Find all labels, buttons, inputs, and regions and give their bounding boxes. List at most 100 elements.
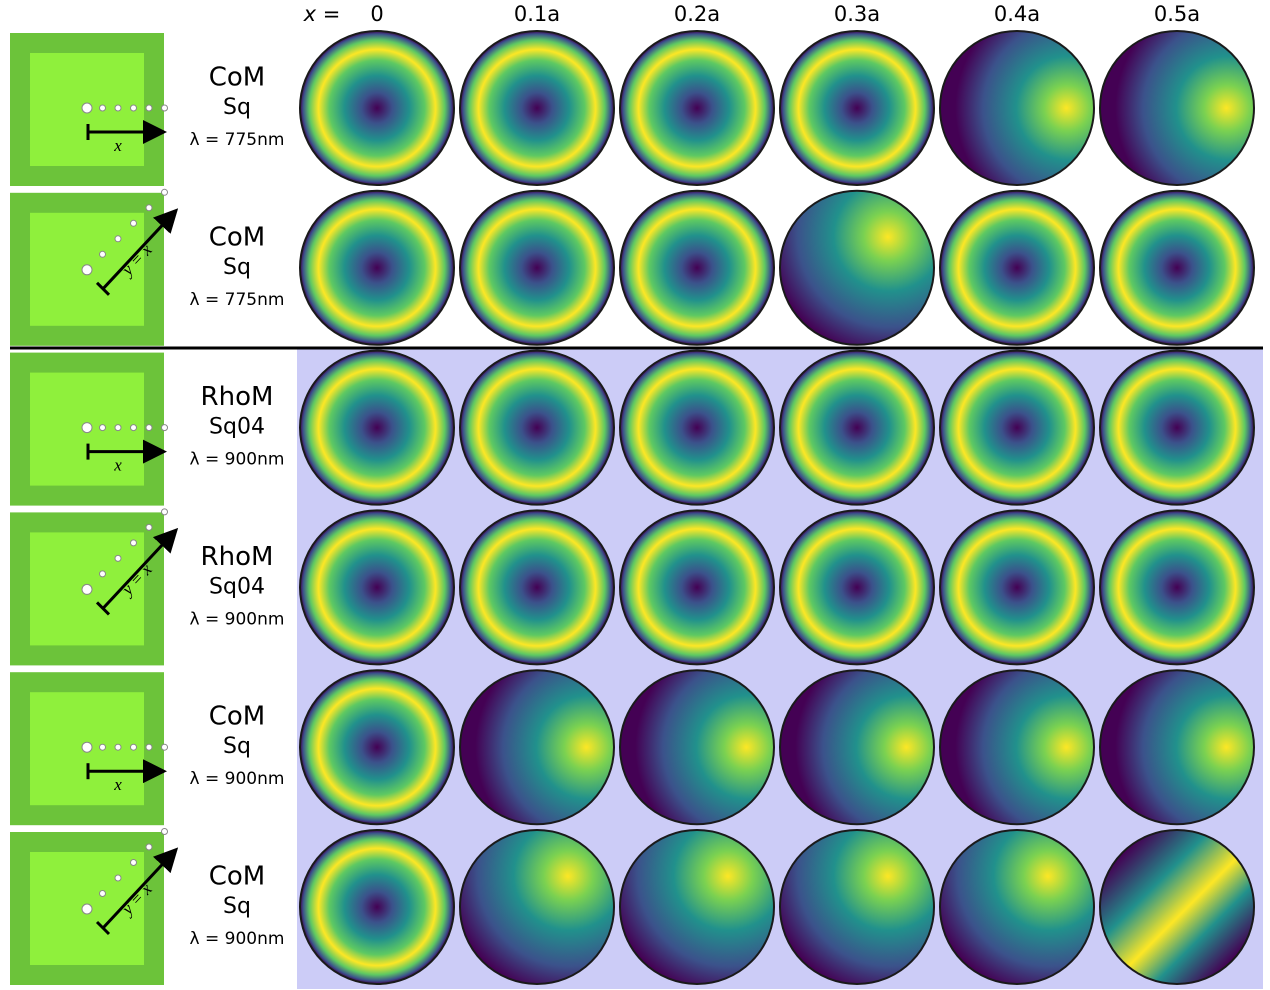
icon-atom bbox=[81, 422, 93, 434]
icon-dot bbox=[161, 188, 168, 196]
icon-dot bbox=[145, 204, 153, 212]
icon-dot bbox=[99, 743, 106, 751]
column-label: 0.1a bbox=[514, 2, 560, 26]
field-map bbox=[619, 349, 775, 506]
field-map bbox=[779, 509, 935, 666]
row-name: CoM bbox=[209, 63, 266, 93]
field-map bbox=[1099, 509, 1255, 666]
column-label: 0 bbox=[370, 2, 383, 26]
highlight-panel bbox=[297, 348, 1263, 989]
field-map bbox=[939, 30, 1095, 186]
icon-atom bbox=[81, 264, 93, 276]
icon-arrow bbox=[101, 208, 179, 290]
icon-atom bbox=[81, 903, 93, 915]
icon-dot bbox=[161, 828, 168, 835]
row-lattice: Sq bbox=[223, 95, 251, 120]
icon-tick bbox=[95, 601, 111, 616]
icon-atom bbox=[81, 583, 93, 595]
field-map bbox=[459, 829, 615, 985]
field-map bbox=[779, 30, 935, 186]
field-map bbox=[1099, 189, 1255, 346]
icon-atom bbox=[81, 102, 93, 114]
field-map bbox=[459, 349, 615, 506]
column-label: 0.3a bbox=[834, 2, 880, 26]
field-map bbox=[619, 669, 775, 826]
row-lattice: Sq04 bbox=[209, 415, 265, 440]
icon-dot bbox=[130, 424, 137, 432]
row-name: CoM bbox=[209, 862, 266, 892]
icon-dot bbox=[161, 104, 168, 112]
icon-dot bbox=[114, 104, 122, 112]
row-wavelength: λ = 900nm bbox=[190, 450, 285, 470]
row-wavelength: λ = 900nm bbox=[190, 609, 285, 629]
field-map bbox=[939, 509, 1095, 666]
icon-dot bbox=[161, 743, 168, 751]
row-lattice: Sq bbox=[223, 255, 251, 280]
row-name: CoM bbox=[209, 222, 266, 252]
icon-label: x bbox=[113, 775, 122, 794]
icon-dot bbox=[114, 743, 122, 751]
icon-tick bbox=[95, 281, 111, 296]
row-wavelength: λ = 900nm bbox=[190, 769, 285, 789]
field-map bbox=[459, 669, 615, 826]
icon-dot bbox=[114, 554, 122, 562]
icon-dot bbox=[114, 874, 122, 882]
field-map bbox=[459, 30, 615, 186]
icon-dot bbox=[130, 859, 137, 866]
row-name: RhoM bbox=[201, 382, 274, 412]
field-map bbox=[459, 189, 615, 346]
icon-dot bbox=[145, 743, 153, 751]
field-map bbox=[299, 829, 455, 985]
icon-dot bbox=[145, 424, 153, 432]
row-lattice: Sq bbox=[223, 894, 251, 919]
icon-label: x bbox=[113, 456, 122, 475]
icon-dot bbox=[99, 424, 106, 432]
icon-dot bbox=[114, 424, 122, 432]
field-map bbox=[619, 829, 775, 985]
icon-dot bbox=[130, 743, 137, 751]
field-map bbox=[459, 509, 615, 666]
field-map bbox=[299, 349, 455, 506]
row-name: CoM bbox=[209, 702, 266, 732]
column-label: 0.2a bbox=[674, 2, 720, 26]
icon-dot bbox=[99, 570, 106, 578]
field-map bbox=[779, 829, 935, 985]
row-wavelength: λ = 775nm bbox=[190, 130, 285, 150]
column-label: 0.4a bbox=[994, 2, 1040, 26]
field-map bbox=[1099, 669, 1255, 826]
icon-dot bbox=[99, 104, 106, 112]
icon-dot bbox=[130, 219, 137, 227]
field-map bbox=[619, 30, 775, 186]
icon-atom bbox=[81, 741, 93, 753]
icon-dot bbox=[99, 250, 106, 258]
icon-dot bbox=[145, 104, 153, 112]
field-map bbox=[1099, 829, 1255, 985]
field-map bbox=[619, 189, 775, 346]
row-lattice: Sq bbox=[223, 734, 251, 759]
icon-dot bbox=[114, 235, 122, 243]
row-lattice: Sq04 bbox=[209, 574, 265, 599]
field-map bbox=[939, 189, 1095, 346]
icon-dot bbox=[145, 523, 153, 531]
icon-dot bbox=[130, 539, 137, 547]
icon-dot bbox=[145, 843, 153, 851]
icon-dot bbox=[161, 424, 168, 432]
field-map bbox=[779, 669, 935, 826]
icon-dot bbox=[130, 104, 137, 112]
field-map bbox=[939, 829, 1095, 985]
field-map bbox=[619, 509, 775, 666]
field-map bbox=[1099, 30, 1255, 186]
field-map bbox=[299, 669, 455, 826]
icon-arrow bbox=[101, 847, 179, 930]
row-wavelength: λ = 775nm bbox=[190, 290, 285, 310]
icon-label: x bbox=[113, 136, 122, 155]
field-map bbox=[779, 189, 935, 346]
icon-dot bbox=[161, 508, 168, 516]
field-map bbox=[939, 669, 1095, 826]
field-map bbox=[1099, 349, 1255, 506]
field-map bbox=[299, 30, 455, 186]
row-name: RhoM bbox=[201, 542, 274, 572]
field-map bbox=[779, 349, 935, 506]
field-map bbox=[299, 189, 455, 346]
